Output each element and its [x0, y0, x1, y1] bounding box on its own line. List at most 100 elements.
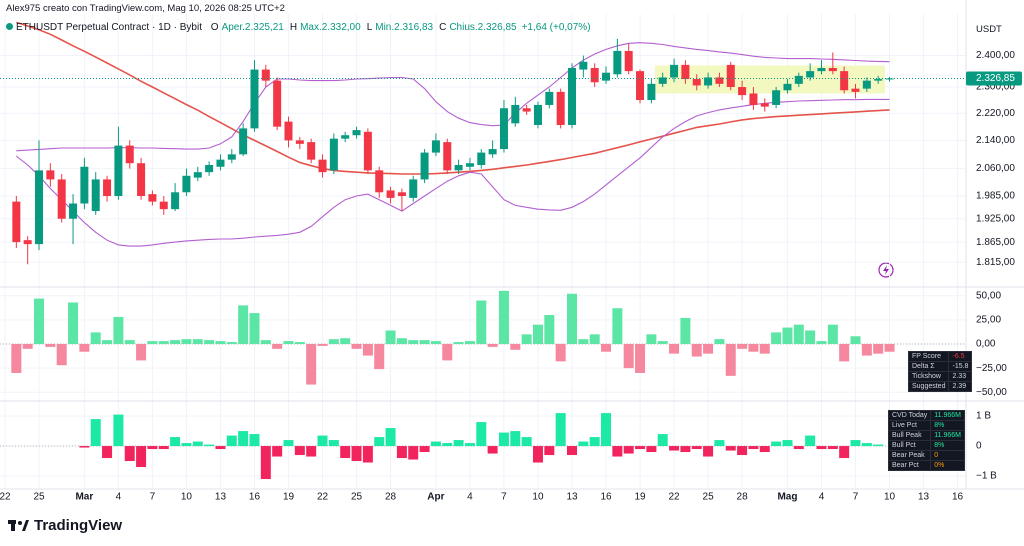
- bar: [374, 437, 385, 447]
- bar: [839, 343, 850, 362]
- y-tick-label: 2.400,00: [976, 50, 1015, 61]
- bar: [238, 305, 249, 344]
- fp-table: FP Score -6.5 Delta Σ -15.8 Tickshow 2.33 Sugg…: [907, 351, 973, 392]
- ohlc-value: Chius.2.326,85: [449, 22, 517, 33]
- bar: [351, 446, 362, 462]
- x-tick-label: 7: [501, 492, 507, 503]
- cvd-table: CVD Today 11.966M Live Pct 8% Bull Peak 11.96…: [887, 410, 966, 471]
- logo-icon: [8, 520, 29, 531]
- y-tick-label: 1.985,00: [976, 191, 1015, 202]
- y-tick-label: −50,00: [976, 387, 1007, 398]
- x-tick-label: 4: [467, 492, 473, 503]
- indicator-line: [16, 42, 890, 152]
- x-tick-label: 19: [634, 492, 646, 503]
- bar: [442, 343, 453, 361]
- candle-body: [624, 50, 633, 72]
- bar: [555, 343, 566, 362]
- candle-body: [749, 93, 758, 105]
- candle-body: [579, 61, 588, 70]
- bar: [396, 338, 407, 344]
- x-tick-label: 16: [249, 492, 261, 503]
- bar: [90, 332, 101, 344]
- bar: [498, 432, 509, 447]
- currency: USDT: [976, 24, 1002, 35]
- table-row: Bear Pct 0%: [887, 460, 966, 471]
- candle-body: [670, 64, 679, 78]
- table-label: Bull Pct: [887, 440, 932, 451]
- bar: [748, 446, 759, 450]
- candle-body: [692, 79, 701, 86]
- bar: [623, 446, 634, 454]
- bar: [294, 342, 305, 344]
- bar: [680, 317, 691, 344]
- candle-body: [658, 77, 667, 84]
- bar: [328, 339, 339, 344]
- bar: [215, 446, 226, 450]
- x-tick-label: 28: [385, 492, 397, 503]
- bar: [861, 443, 872, 447]
- bar: [11, 343, 22, 373]
- x-tick-label: 10: [884, 492, 896, 503]
- candle-body: [159, 201, 168, 210]
- table-label: Live Pct: [887, 420, 932, 431]
- bar: [113, 414, 124, 447]
- bar: [782, 327, 793, 344]
- bar: [56, 343, 67, 366]
- bar: [170, 437, 181, 447]
- bar: [476, 300, 487, 344]
- candle-body: [307, 142, 316, 160]
- x-tick-label: 4: [819, 492, 825, 503]
- y-tick-label: 2.060,00: [976, 163, 1015, 174]
- credit: Alex975 creato con TradingView.com, Mag …: [6, 3, 285, 14]
- bar: [623, 343, 634, 369]
- change: +1,64 (+0,07%): [521, 22, 591, 33]
- plot: [0, 21, 966, 480]
- last-price-label: 2.326,85: [976, 73, 1015, 84]
- y-tick-label: 50,00: [976, 290, 1001, 301]
- bar: [249, 313, 260, 344]
- bar: [850, 440, 861, 447]
- bar: [340, 446, 351, 459]
- candle-body: [397, 192, 406, 197]
- x-tick-label: 7: [853, 492, 859, 503]
- y-tick-label: 25,00: [976, 314, 1001, 325]
- ohlc-value: Min.2.316,83: [375, 22, 434, 33]
- alert-icon[interactable]: [878, 262, 894, 278]
- candle-body: [114, 145, 123, 197]
- candle-body: [137, 163, 146, 197]
- x-tick-label: 13: [566, 492, 578, 503]
- candle-body: [851, 88, 860, 92]
- candle-body: [477, 152, 486, 165]
- candle-body: [375, 170, 384, 193]
- table-label: Bear Pct: [887, 460, 932, 471]
- bar: [442, 443, 453, 447]
- y-tick-label: 2.140,00: [976, 135, 1015, 146]
- candle-body: [511, 104, 520, 124]
- bar: [612, 308, 623, 344]
- table-row: CVD Today 11.966M: [887, 410, 966, 421]
- candle-body: [341, 135, 350, 139]
- table-row: Tickshow 2.33: [907, 371, 973, 382]
- bar: [192, 339, 203, 344]
- bar: [589, 437, 600, 447]
- candle-body: [636, 71, 645, 101]
- bar: [113, 316, 124, 344]
- candle-body: [12, 201, 21, 243]
- y-tick-label: 1.865,00: [976, 237, 1015, 248]
- bar: [589, 334, 600, 344]
- bar: [703, 446, 714, 457]
- candle-body: [545, 91, 554, 105]
- bar: [79, 446, 90, 448]
- x-tick-label: 13: [215, 492, 227, 503]
- ohlc-key: O: [210, 22, 219, 33]
- table-value: -15.8: [948, 361, 973, 372]
- candle-body: [409, 179, 418, 198]
- bar: [669, 343, 680, 354]
- table-value: 8%: [930, 420, 966, 431]
- bar: [827, 324, 838, 344]
- candle-body: [35, 170, 44, 245]
- ohlc-value: Max.2.332,00: [300, 22, 361, 33]
- bar: [385, 330, 396, 344]
- indicator-line: [15, 98, 890, 247]
